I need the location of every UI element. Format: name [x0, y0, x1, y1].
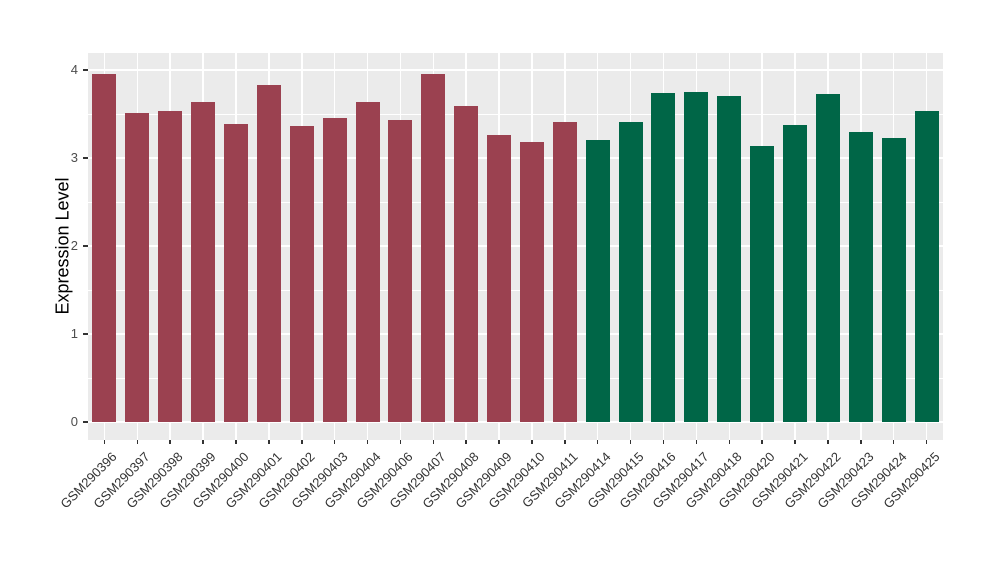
x-tick-mark [103, 440, 106, 444]
bar [848, 132, 873, 422]
x-tick-mark [465, 440, 467, 444]
bar [289, 126, 314, 422]
bar [783, 125, 808, 422]
h-gridline-minor [88, 289, 943, 291]
x-tick-mark [629, 440, 632, 444]
x-tick-mark [827, 440, 829, 444]
plot-panel [88, 53, 943, 440]
y-tick-label: 3 [70, 150, 78, 165]
x-tick-mark [794, 440, 796, 444]
bar [388, 120, 413, 422]
x-tick-mark [531, 440, 533, 444]
h-gridline-minor [88, 201, 943, 203]
bar [717, 95, 742, 422]
x-tick-mark [662, 440, 665, 444]
h-gridline-minor [88, 113, 943, 115]
x-tick-mark [333, 440, 336, 444]
bar [322, 118, 347, 422]
x-tick-mark [268, 440, 270, 444]
bar [256, 84, 281, 422]
h-gridline-major [88, 333, 943, 335]
y-tick-label: 1 [70, 326, 78, 341]
x-tick-mark [202, 440, 204, 444]
bar [651, 92, 676, 422]
bar [552, 121, 577, 422]
h-gridline-major [88, 245, 943, 247]
bar [125, 113, 150, 422]
x-tick-mark [432, 440, 435, 444]
x-tick-mark [596, 440, 599, 444]
bar [158, 111, 183, 422]
y-tick-mark [83, 333, 88, 335]
h-gridline-minor [88, 377, 943, 379]
bar [454, 106, 479, 422]
bar [750, 145, 775, 422]
x-tick-mark [136, 440, 139, 444]
bar [223, 123, 248, 422]
y-tick-label: 4 [70, 62, 78, 77]
x-tick-mark [399, 440, 402, 444]
bar [881, 137, 906, 422]
x-tick-mark [728, 440, 730, 444]
bar [191, 101, 216, 422]
bar [355, 101, 380, 422]
bar [92, 74, 117, 422]
x-tick-mark [169, 440, 171, 444]
bar [421, 73, 446, 422]
y-tick-mark [83, 157, 88, 159]
y-tick-mark [83, 421, 88, 423]
x-tick-mark [366, 440, 369, 444]
y-tick-label: 0 [70, 414, 78, 429]
bar [585, 139, 610, 422]
bar [618, 121, 643, 422]
y-tick-label: 2 [70, 238, 78, 253]
x-tick-mark [892, 440, 895, 444]
bar [487, 135, 512, 422]
bar [914, 111, 939, 422]
h-gridline-major [88, 69, 943, 71]
x-tick-mark [498, 440, 500, 444]
y-tick-mark [83, 245, 88, 247]
bar [815, 93, 840, 422]
bar [684, 92, 709, 422]
x-tick-mark [695, 440, 698, 444]
bar [519, 142, 544, 422]
x-tick-mark [925, 440, 928, 444]
x-tick-mark [761, 440, 763, 444]
x-tick-mark [235, 440, 237, 444]
h-gridline-major [88, 421, 943, 423]
x-tick-mark [564, 440, 566, 444]
x-tick-mark [860, 440, 862, 444]
h-gridline-major [88, 157, 943, 159]
y-tick-mark [83, 69, 88, 71]
x-tick-mark [301, 440, 303, 444]
